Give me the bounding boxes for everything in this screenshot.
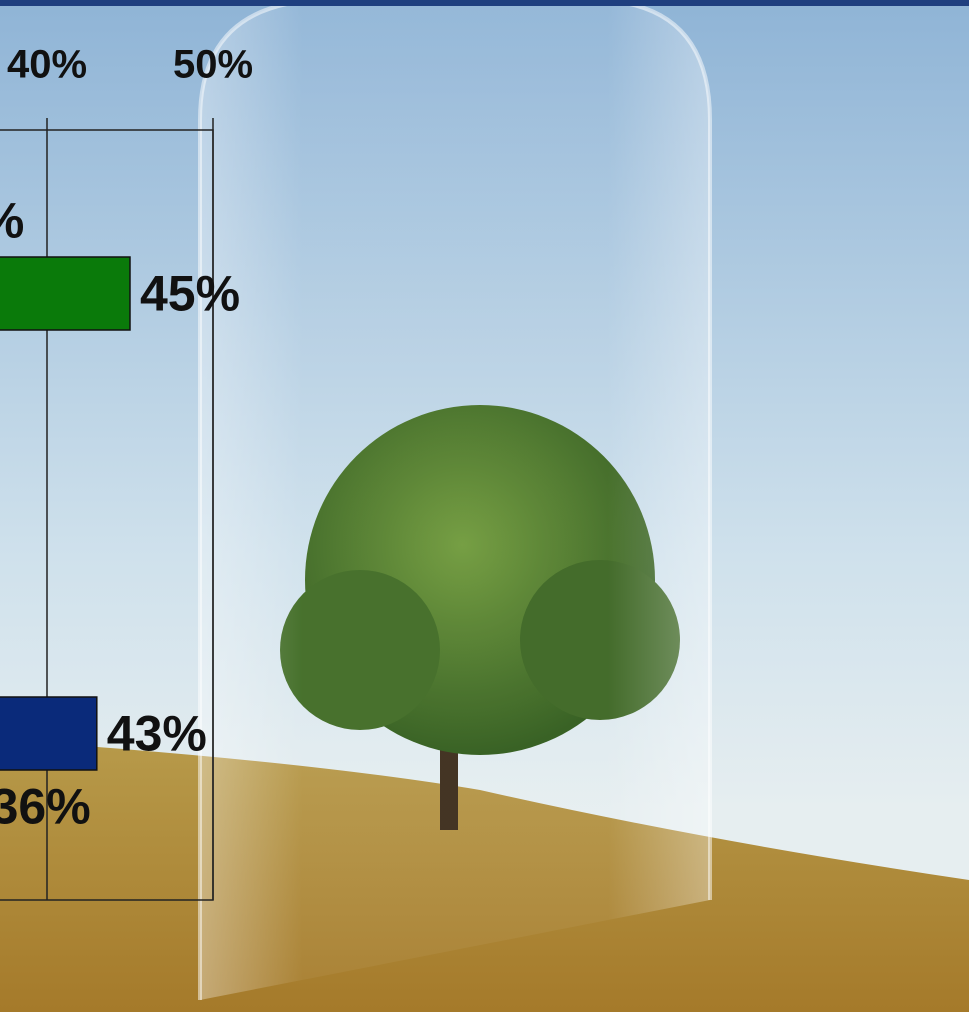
- bar: [0, 256, 131, 331]
- x-tick-label: 40%: [7, 43, 87, 87]
- bar: [0, 696, 98, 771]
- value-label: 45%: [140, 266, 240, 322]
- value-label: 32%: [0, 193, 24, 249]
- top-border: [0, 0, 969, 6]
- value-label: 36%: [0, 779, 91, 835]
- x-tick-label: 50%: [173, 43, 253, 87]
- value-label: 43%: [107, 706, 207, 762]
